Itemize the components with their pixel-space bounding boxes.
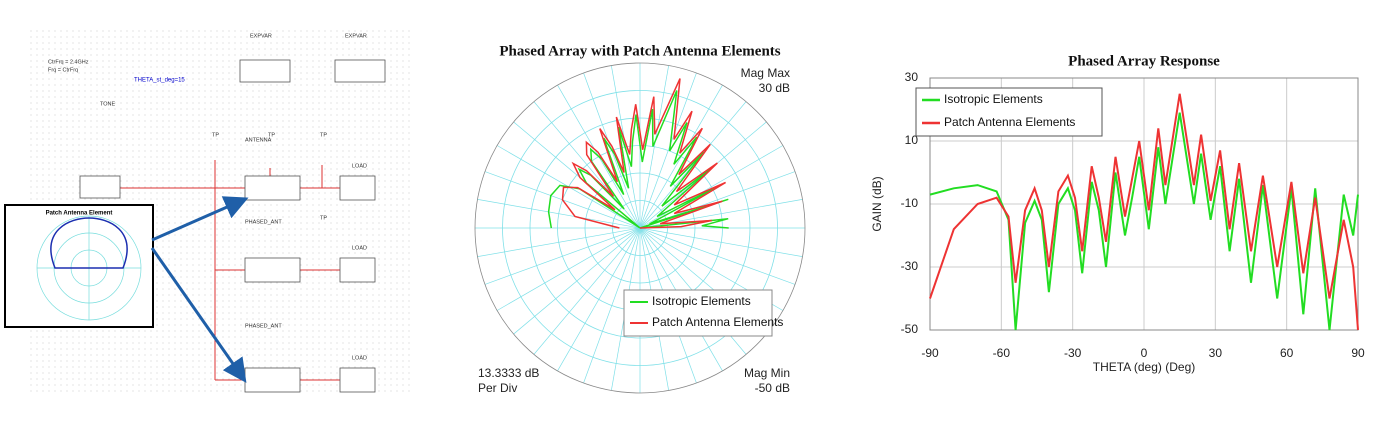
x-axis-label: THETA (deg) (Deg) xyxy=(1093,360,1195,374)
y-tick-label: 10 xyxy=(905,133,919,147)
mag-max: 30 dB xyxy=(759,81,790,95)
label: TP xyxy=(320,132,327,138)
label: EXPVAR xyxy=(345,33,367,39)
grid-circle xyxy=(584,172,696,284)
x-tick-label: -90 xyxy=(921,346,939,360)
y-tick-label: -30 xyxy=(901,259,919,273)
label: THETA_st_deg=15 xyxy=(134,78,185,84)
series-line xyxy=(561,78,726,229)
label: Frq = CtrFrq xyxy=(48,67,78,73)
mag-max-label: Mag Max xyxy=(741,66,790,80)
label: TP xyxy=(212,132,219,138)
x-tick-label: -60 xyxy=(993,346,1011,360)
mag-min-label: Mag Min xyxy=(744,366,790,380)
legend xyxy=(623,289,773,337)
per-div: 13.3333 dB xyxy=(478,366,539,380)
label: LOAD xyxy=(352,355,367,361)
label: EXPVAR xyxy=(250,33,272,39)
grid-circle xyxy=(529,117,751,339)
mag-min: -50 dB xyxy=(755,381,790,395)
arrow xyxy=(150,247,247,383)
label: CtrFrq = 2.4GHz xyxy=(48,59,89,65)
label: PHASED_ANT xyxy=(245,323,282,329)
chart-title: Phased Array with Patch Antenna Elements xyxy=(499,43,780,59)
line-chart: Phased Array Response 30 10 -10 -30 -50-90 -60… xyxy=(870,53,1365,374)
schematic: CtrFrq = 2.4GHz Frq = CtrFrq THETA_st_de… xyxy=(4,28,410,396)
label: ANTENNA xyxy=(245,137,272,143)
per-div-unit: Per Div xyxy=(478,381,517,395)
inset: Patch Antenna Element xyxy=(4,204,154,328)
label: PHASED_ANT xyxy=(245,219,282,225)
series-line xyxy=(929,93,1359,331)
legend-label: Patch Antenna Elements xyxy=(944,115,1075,129)
label: TONE xyxy=(100,101,116,107)
x-tick-label: 90 xyxy=(1351,346,1365,360)
label: LOAD xyxy=(352,163,367,169)
chart-title: Phased Array Response xyxy=(1068,53,1220,69)
series-line xyxy=(547,90,729,229)
x-tick-label: 60 xyxy=(1280,346,1294,360)
grid-circle xyxy=(502,90,778,366)
x-tick-label: 0 xyxy=(1141,346,1148,360)
inset-title: Patch Antenna Element xyxy=(46,211,113,217)
polar-chart: Phased Array with Patch Antenna Elements… xyxy=(470,43,810,395)
legend-label: Isotropic Elements xyxy=(944,92,1043,106)
legend-label: Patch Antenna Elements xyxy=(652,315,783,329)
series-line xyxy=(929,112,1359,331)
label: TP xyxy=(320,215,327,221)
grid-circle xyxy=(612,200,668,256)
grid-circle xyxy=(474,62,806,394)
legend xyxy=(915,87,1103,137)
label: LOAD xyxy=(352,245,367,251)
components xyxy=(79,59,386,393)
label: TP xyxy=(268,132,275,138)
plot-frame xyxy=(929,77,1359,331)
arrow xyxy=(151,196,249,242)
x-tick-label: -30 xyxy=(1064,346,1082,360)
y-tick-label: 30 xyxy=(905,70,919,84)
x-tick-label: 30 xyxy=(1209,346,1223,360)
y-axis-label: GAIN (dB) xyxy=(870,176,884,231)
legend-label: Isotropic Elements xyxy=(652,294,751,308)
y-tick-label: -50 xyxy=(901,322,919,336)
y-tick-label: -10 xyxy=(901,196,919,210)
